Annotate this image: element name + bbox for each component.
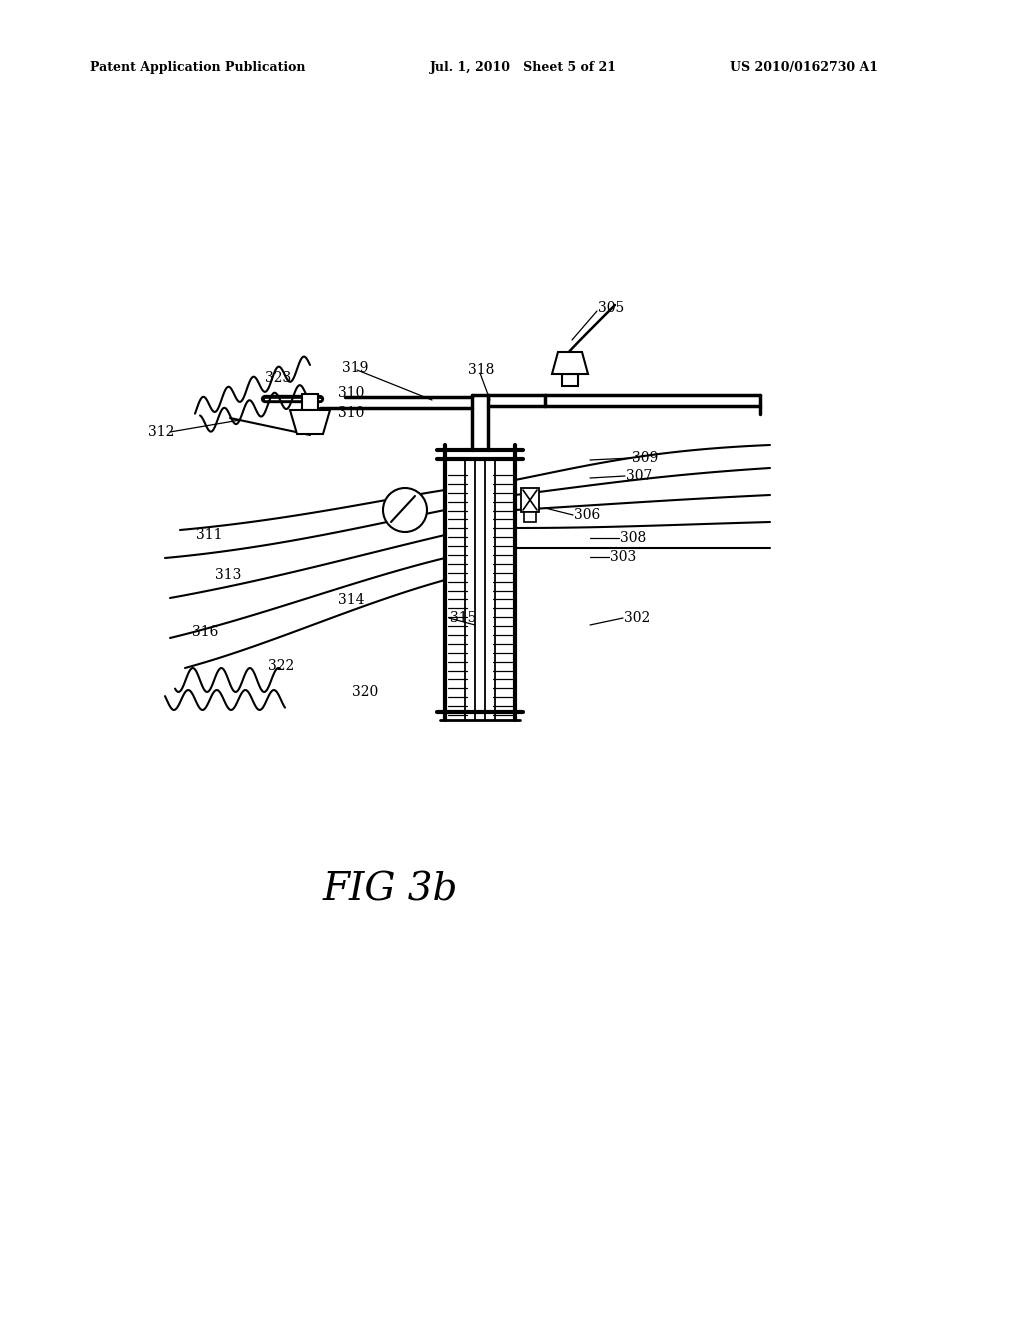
Text: 310: 310 [338, 407, 365, 420]
Text: 311: 311 [196, 528, 222, 543]
Bar [521, 488, 539, 512]
Text: 306: 306 [574, 508, 600, 521]
Text: 315: 315 [450, 611, 476, 624]
Text: 314: 314 [338, 593, 365, 607]
Bar [524, 512, 536, 521]
Text: 309: 309 [632, 451, 658, 465]
Text: 308: 308 [620, 531, 646, 545]
Text: 310: 310 [338, 385, 365, 400]
Text: Jul. 1, 2010   Sheet 5 of 21: Jul. 1, 2010 Sheet 5 of 21 [430, 62, 617, 74]
Text: US 2010/0162730 A1: US 2010/0162730 A1 [730, 62, 878, 74]
Text: 316: 316 [193, 624, 218, 639]
Text: Patent Application Publication: Patent Application Publication [90, 62, 305, 74]
Text: 318: 318 [468, 363, 495, 378]
Text: FIG 3b: FIG 3b [323, 871, 458, 908]
Polygon shape [290, 411, 330, 434]
Text: 305: 305 [598, 301, 625, 315]
Text: 319: 319 [342, 360, 369, 375]
Bar [562, 374, 578, 385]
Text: 302: 302 [624, 611, 650, 624]
Polygon shape [552, 352, 588, 374]
Text: 303: 303 [610, 550, 636, 564]
Text: 320: 320 [352, 685, 378, 700]
Text: 313: 313 [215, 568, 242, 582]
Text: 322: 322 [268, 659, 294, 673]
Circle shape [383, 488, 427, 532]
Text: 307: 307 [626, 469, 652, 483]
Text: 323: 323 [265, 371, 291, 385]
Bar [302, 393, 318, 411]
Text: 312: 312 [148, 425, 174, 440]
